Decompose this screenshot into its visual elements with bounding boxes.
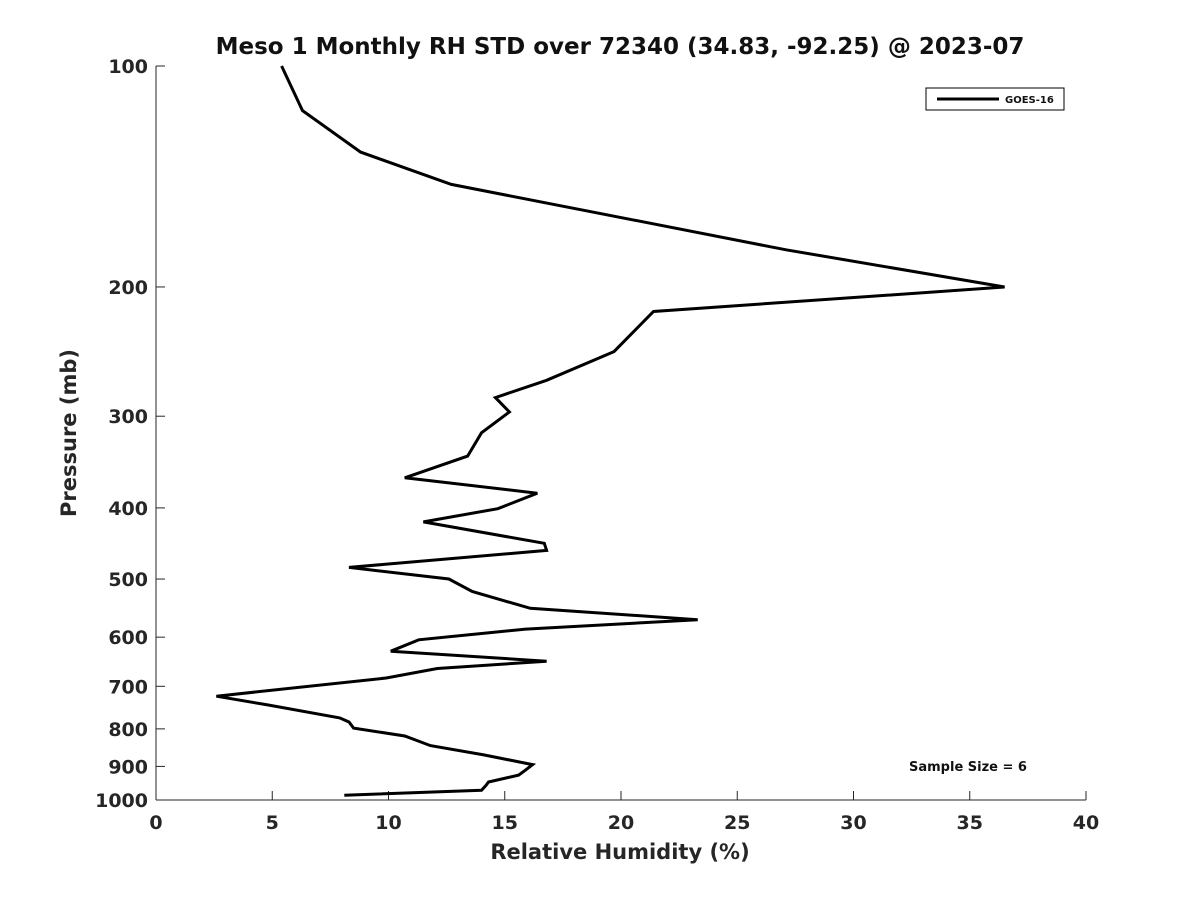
y-axis-label: Pressure (mb) [57, 349, 81, 517]
y-tick-label: 700 [108, 676, 148, 698]
y-tick-label: 200 [108, 277, 148, 299]
x-tick-label: 0 [149, 812, 162, 834]
y-tick-label: 100 [108, 56, 148, 78]
axes [155, 66, 1086, 801]
legend-label: GOES-16 [1005, 95, 1054, 106]
series-line-goes-16 [216, 65, 1005, 797]
y-tick-label: 400 [108, 498, 148, 520]
x-tick-label: 40 [1073, 812, 1099, 834]
x-axis-label: Relative Humidity (%) [490, 840, 749, 864]
chart-title: Meso 1 Monthly RH STD over 72340 (34.83,… [216, 34, 1025, 60]
x-tick-label: 35 [957, 812, 983, 834]
x-axis-ticks: 0 5 10 15 20 25 30 35 40 [149, 791, 1099, 834]
y-tick-label: 600 [108, 627, 148, 649]
y-tick-label: 900 [108, 756, 148, 778]
x-tick-label: 25 [724, 812, 750, 834]
x-tick-label: 5 [266, 812, 279, 834]
x-tick-label: 30 [840, 812, 866, 834]
y-axis-ticks: 100 200 300 400 500 600 700 800 900 1000 [95, 56, 165, 812]
legend: GOES-16 [925, 87, 1065, 111]
sample-size-annotation: Sample Size = 6 [909, 760, 1027, 775]
x-tick-label: 10 [375, 812, 401, 834]
y-tick-label: 300 [108, 406, 148, 428]
y-tick-label: 800 [108, 719, 148, 741]
x-tick-label: 15 [492, 812, 518, 834]
y-tick-label: 1000 [95, 790, 148, 812]
series-layer [216, 65, 1005, 797]
y-tick-label: 500 [108, 569, 148, 591]
x-tick-label: 20 [608, 812, 634, 834]
